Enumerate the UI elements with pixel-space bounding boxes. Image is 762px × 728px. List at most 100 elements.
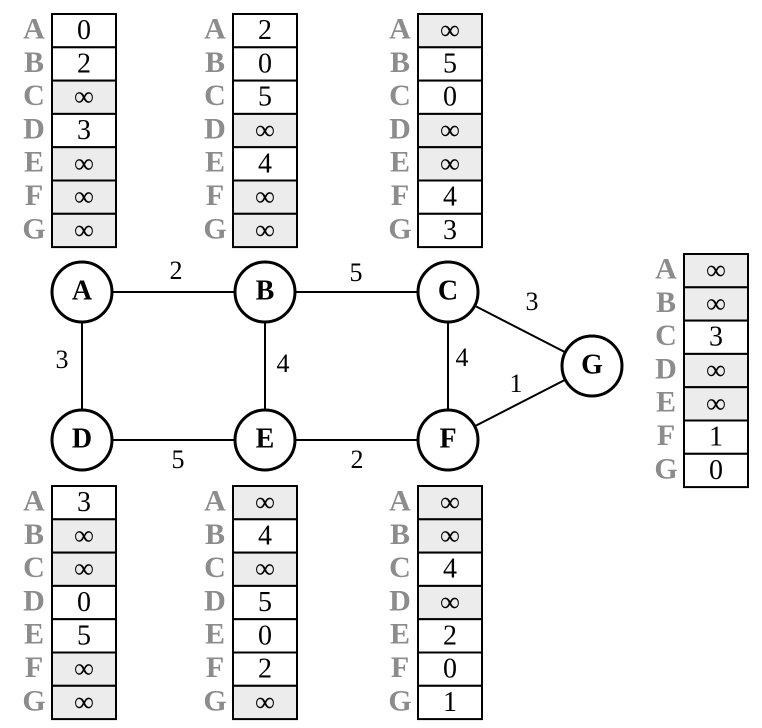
node-circle: [233, 408, 297, 472]
cell-value: ∞: [74, 82, 94, 113]
table-cell: [417, 146, 483, 182]
cell-value: ∞: [74, 554, 94, 585]
cell-value: ∞: [74, 148, 94, 179]
cell-value: 4: [258, 520, 272, 551]
cell-value: 0: [258, 620, 272, 651]
row-label: E: [205, 146, 225, 179]
node-label: E: [256, 423, 275, 454]
table-cell: [232, 551, 298, 587]
table-cell: [51, 79, 117, 115]
edge-weights: 2 5 3 4 4 3 1 5 2: [56, 256, 539, 474]
cell-value: ∞: [74, 182, 94, 213]
node-d: D: [50, 408, 114, 472]
cell-value: ∞: [255, 115, 275, 146]
table-cell: [51, 684, 117, 721]
cell-value: 5: [443, 48, 457, 79]
row-label: E: [390, 618, 410, 651]
table-cell: [51, 651, 117, 687]
node-label: C: [438, 275, 458, 306]
cell-value: 5: [258, 587, 272, 618]
row-label: B: [390, 518, 410, 551]
row-label: C: [23, 79, 45, 112]
cell-value: 0: [77, 15, 91, 46]
distance-table-a: A 0 B 2 C ∞ D 3 E ∞ F ∞ G ∞: [22, 13, 117, 249]
row-label: C: [204, 79, 226, 112]
row-label: B: [656, 286, 676, 319]
table-cell: [417, 684, 483, 721]
row-label: B: [24, 518, 44, 551]
cell-value: ∞: [255, 215, 275, 246]
table-cell: [51, 179, 117, 215]
cell-value: 2: [443, 620, 457, 651]
node-circle: [416, 408, 480, 472]
node-c: C: [416, 260, 480, 324]
cell-value: 4: [258, 148, 272, 179]
cell-value: ∞: [74, 687, 94, 718]
cell-value: 0: [443, 654, 457, 685]
row-label: A: [655, 253, 677, 286]
row-label: B: [205, 518, 225, 551]
table-cell: [232, 684, 298, 721]
distance-tables: A 0 B 2 C ∞ D 3 E ∞ F ∞ G ∞ A 2 B 0 C 5 D ∞ E 4 F ∞ G ∞ A ∞ B 5 C 0 D ∞ E ∞ F 4…: [22, 13, 749, 721]
cell-value: 2: [258, 654, 272, 685]
edge-weight-a-d: 3: [56, 345, 69, 374]
cell-value: ∞: [255, 182, 275, 213]
distance-table-e: A ∞ B 4 C ∞ D 5 E 0 F 2 G ∞: [203, 485, 298, 721]
node-b: B: [233, 260, 297, 324]
cell-value: 5: [77, 620, 91, 651]
node-label: G: [581, 349, 603, 380]
cell-value: ∞: [440, 587, 460, 618]
node-g: G: [560, 334, 624, 398]
row-label: F: [206, 179, 224, 212]
row-label: G: [654, 452, 677, 485]
table-cell: [683, 286, 749, 322]
cell-value: 4: [443, 182, 457, 213]
table-cell: [417, 485, 483, 521]
cell-value: 1: [709, 422, 723, 453]
table-cell: [51, 112, 117, 149]
row-label: D: [204, 112, 226, 145]
cell-value: ∞: [440, 520, 460, 551]
cell-value: 2: [77, 48, 91, 79]
table-cell: [51, 46, 117, 82]
table-cell: [51, 13, 117, 49]
cell-value: 5: [258, 82, 272, 113]
node-circle: [233, 260, 297, 324]
row-label: F: [206, 651, 224, 684]
node-label: F: [439, 423, 456, 454]
cell-value: ∞: [706, 355, 726, 386]
row-label: A: [23, 13, 45, 46]
row-label: A: [204, 13, 226, 46]
row-label: G: [388, 212, 411, 245]
node-a: A: [50, 260, 114, 324]
row-label: D: [204, 584, 226, 617]
table-cell: [417, 212, 483, 249]
graph-nodes: A B C D E F G: [50, 260, 624, 472]
table-cell: [417, 13, 483, 49]
table-cell: [417, 551, 483, 587]
cell-value: ∞: [74, 215, 94, 246]
cell-value: 3: [77, 115, 91, 146]
row-label: C: [655, 319, 677, 352]
row-label: E: [24, 146, 44, 179]
table-cell: [417, 518, 483, 554]
row-label: B: [205, 46, 225, 79]
row-label: E: [390, 146, 410, 179]
row-label: F: [391, 651, 409, 684]
cell-value: ∞: [74, 520, 94, 551]
table-cell: [232, 618, 298, 654]
edge-weight-c-f: 4: [456, 343, 469, 372]
cell-value: ∞: [440, 115, 460, 146]
cell-value: 0: [258, 48, 272, 79]
node-f: F: [416, 408, 480, 472]
cell-value: 4: [443, 554, 457, 585]
cell-value: ∞: [440, 15, 460, 46]
distance-table-b: A 2 B 0 C 5 D ∞ E 4 F ∞ G ∞: [203, 13, 298, 249]
edge-weight-f-g: 1: [510, 369, 523, 398]
node-circle: [560, 334, 624, 398]
distance-table-f: A ∞ B ∞ C 4 D ∞ E 2 F 0 G 1: [388, 485, 483, 721]
cell-value: 1: [443, 687, 457, 718]
table-cell: [232, 584, 298, 621]
row-label: F: [25, 179, 43, 212]
table-cell: [232, 179, 298, 215]
